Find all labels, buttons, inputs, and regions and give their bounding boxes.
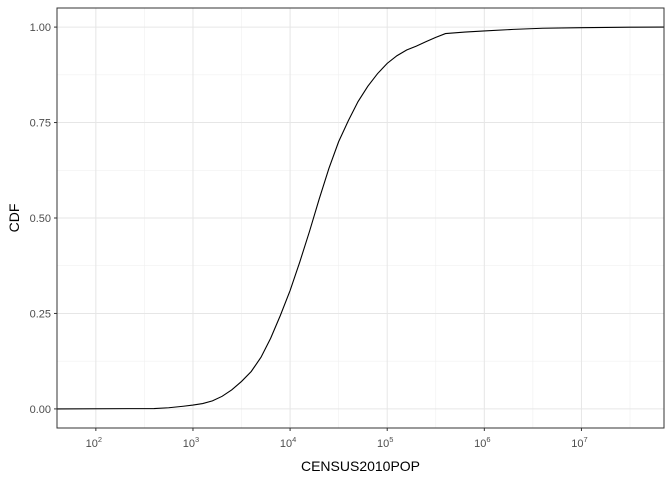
x-axis-title: CENSUS2010POP bbox=[301, 458, 420, 474]
cdf-series-line bbox=[56, 26, 665, 410]
x-axis-ticks: 102 103 104 105 106 107 bbox=[86, 428, 588, 450]
y-axis-title: CDF bbox=[6, 204, 22, 233]
y-axis-ticks: 0.00 0.25 0.50 0.75 1.00 bbox=[30, 22, 57, 416]
y-tick-label: 0.25 bbox=[30, 308, 51, 320]
x-tick-label: 106 bbox=[474, 435, 490, 450]
minor-y-gridlines bbox=[57, 74, 664, 362]
x-tick-label: 105 bbox=[377, 435, 393, 450]
x-tick-label: 107 bbox=[571, 435, 587, 450]
y-tick-label: 0.00 bbox=[30, 404, 51, 416]
y-tick-label: 1.00 bbox=[30, 22, 51, 34]
y-tick-label: 0.50 bbox=[30, 213, 51, 225]
x-tick-label: 102 bbox=[86, 435, 102, 450]
x-tick-label: 103 bbox=[183, 435, 199, 450]
x-tick-label: 104 bbox=[280, 435, 296, 450]
major-y-gridlines bbox=[57, 26, 664, 410]
y-tick-label: 0.75 bbox=[30, 118, 51, 130]
